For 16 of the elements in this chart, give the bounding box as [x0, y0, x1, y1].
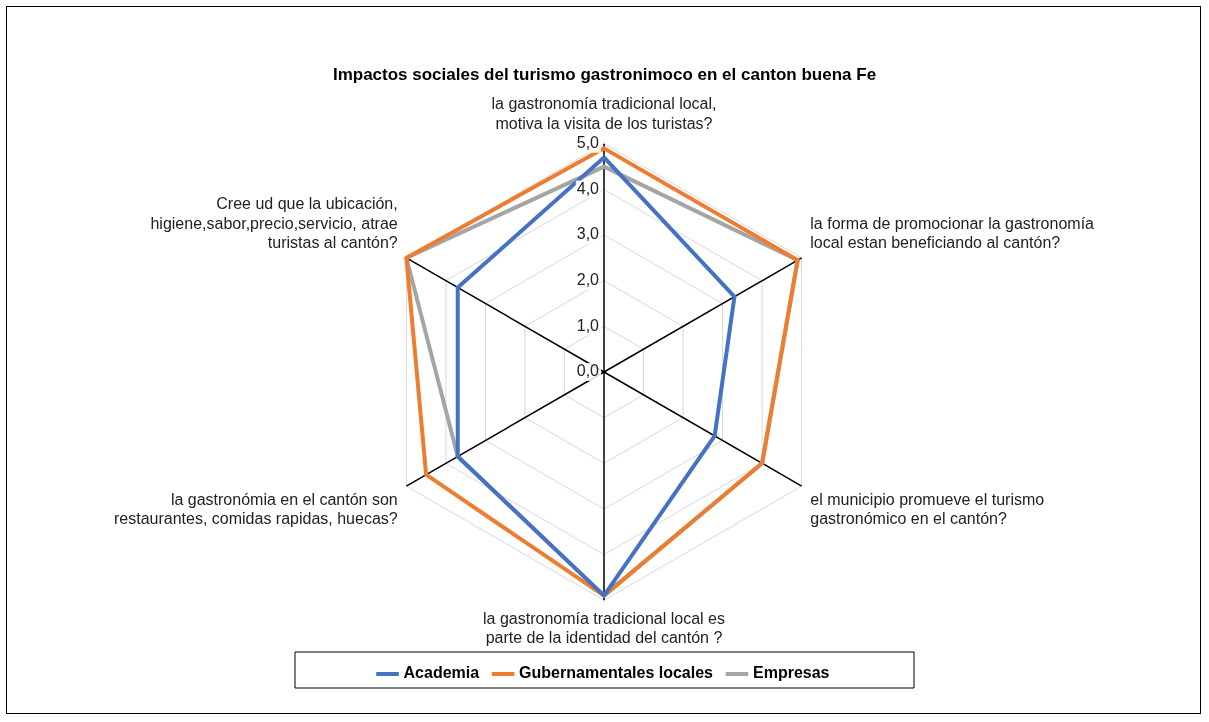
spoke-label: Cree ud que la ubicación, higiene,sabor,precio,servicio, atrae turistas al cantón?	[150, 195, 398, 251]
legend-label: Gubernamentales locales	[519, 664, 714, 682]
y-tick-label: 0,0	[576, 362, 600, 380]
spoke-label: la forma de promocionar la gastronomía local estan beneficiando al cantón?	[810, 214, 1095, 251]
spoke-label: el municipio promueve el turismo gastronómico en el cantón?	[810, 491, 1045, 528]
chart-title: Impactos sociales del turismo gastronimoco en el canton buena Fe	[332, 64, 877, 84]
legend-label: Empresas	[752, 664, 830, 682]
spoke-label: la gastronómia en el cantón son restaurantes, comidas rapidas, huecas?	[113, 491, 398, 528]
y-tick-label: 3,0	[576, 225, 600, 243]
y-tick-label: 1,0	[576, 316, 600, 334]
spoke-label: la gastronomía tradicional local, motiva la visita de los turistas?	[491, 95, 717, 132]
spoke-label: la gastronomía tradicional local es parte de la identidad del cantón ?	[483, 610, 725, 647]
y-tick-label: 2,0	[576, 271, 600, 289]
y-tick-label: 4,0	[576, 179, 600, 197]
y-tick-label: 5,0	[576, 134, 600, 152]
legend-label: Academia	[403, 664, 480, 682]
